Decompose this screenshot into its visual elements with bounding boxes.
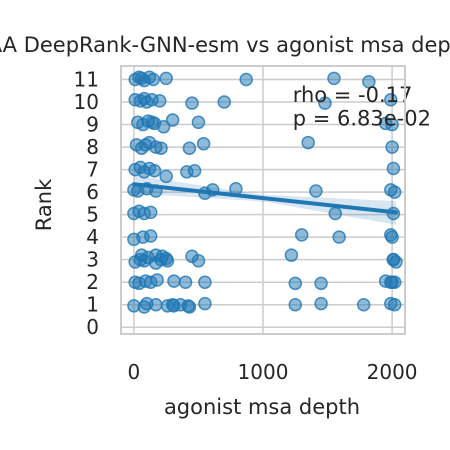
- y-tick-label: 0: [86, 315, 99, 339]
- annotation-pval: p = 6.83e-02: [293, 107, 431, 131]
- data-point: [167, 274, 181, 288]
- data-point: [134, 248, 149, 262]
- data-point: [294, 228, 309, 242]
- data-point: [187, 163, 202, 178]
- y-tick-label: 4: [86, 225, 99, 249]
- y-tick-label: 6: [86, 180, 99, 204]
- y-tick-label: 2: [86, 270, 99, 294]
- data-point: [387, 275, 402, 289]
- data-point: [154, 141, 168, 155]
- regression-line-group: [131, 182, 398, 215]
- data-point: [143, 229, 158, 243]
- chart-title: AA DeepRank-GNN-esm vs agonist msa depth: [0, 33, 450, 57]
- data-point: [150, 273, 164, 287]
- data-point: [165, 113, 180, 127]
- x-tick-label: 1000: [238, 360, 289, 384]
- data-point: [362, 75, 376, 89]
- data-point: [182, 141, 197, 155]
- y-axis-label: Rank: [32, 178, 56, 231]
- data-point: [288, 276, 303, 291]
- data-point: [385, 117, 399, 132]
- data-point: [198, 296, 212, 311]
- data-point: [178, 275, 193, 289]
- y-tick-label: 1: [86, 293, 99, 317]
- data-point: [288, 297, 303, 312]
- data-point: [332, 230, 346, 244]
- y-tick-label: 7: [86, 158, 99, 182]
- data-point: [147, 163, 162, 178]
- x-tick-label: 2000: [367, 360, 418, 384]
- data-point: [387, 185, 402, 199]
- data-point: [159, 169, 173, 184]
- y-tick-label: 9: [86, 113, 99, 137]
- data-point: [386, 161, 401, 176]
- y-tick-label: 5: [86, 203, 99, 227]
- data-point: [196, 136, 211, 151]
- data-point: [167, 299, 181, 313]
- data-point: [143, 205, 158, 220]
- data-point: [327, 71, 341, 86]
- data-point: [385, 140, 399, 154]
- data-point: [198, 275, 212, 289]
- data-point: [386, 252, 401, 267]
- data-point: [284, 248, 299, 262]
- data-point: [384, 93, 398, 107]
- annotations: rho = -0.17p = 6.83e-02: [293, 83, 431, 131]
- data-point: [160, 254, 175, 268]
- data-point: [185, 249, 199, 264]
- plot-frame: [120, 65, 406, 335]
- data-point: [385, 230, 399, 244]
- data-point: [314, 276, 328, 291]
- data-point: [159, 71, 173, 86]
- data-points: [127, 70, 403, 314]
- data-point: [328, 206, 343, 221]
- annotation-rho: rho = -0.17: [293, 83, 413, 107]
- data-point: [356, 297, 371, 312]
- y-tick-label: 11: [74, 68, 99, 92]
- data-point: [185, 96, 199, 110]
- regression-line: [131, 182, 398, 215]
- data-point: [152, 94, 167, 108]
- data-point: [239, 72, 253, 87]
- data-point: [318, 96, 332, 110]
- x-axis-label: agonist msa depth: [164, 395, 360, 419]
- data-point: [191, 115, 206, 130]
- data-point: [314, 296, 328, 311]
- data-point: [146, 72, 161, 87]
- data-point: [309, 184, 323, 198]
- data-point: [182, 300, 197, 314]
- y-tick-label: 8: [86, 135, 99, 159]
- x-tick-label: 0: [128, 360, 141, 384]
- y-tick-label: 10: [74, 90, 99, 114]
- data-point: [387, 297, 402, 312]
- y-tick-label: 3: [86, 248, 99, 272]
- data-point: [217, 95, 232, 109]
- data-point: [156, 120, 171, 134]
- data-point: [149, 297, 163, 312]
- data-point: [301, 135, 315, 150]
